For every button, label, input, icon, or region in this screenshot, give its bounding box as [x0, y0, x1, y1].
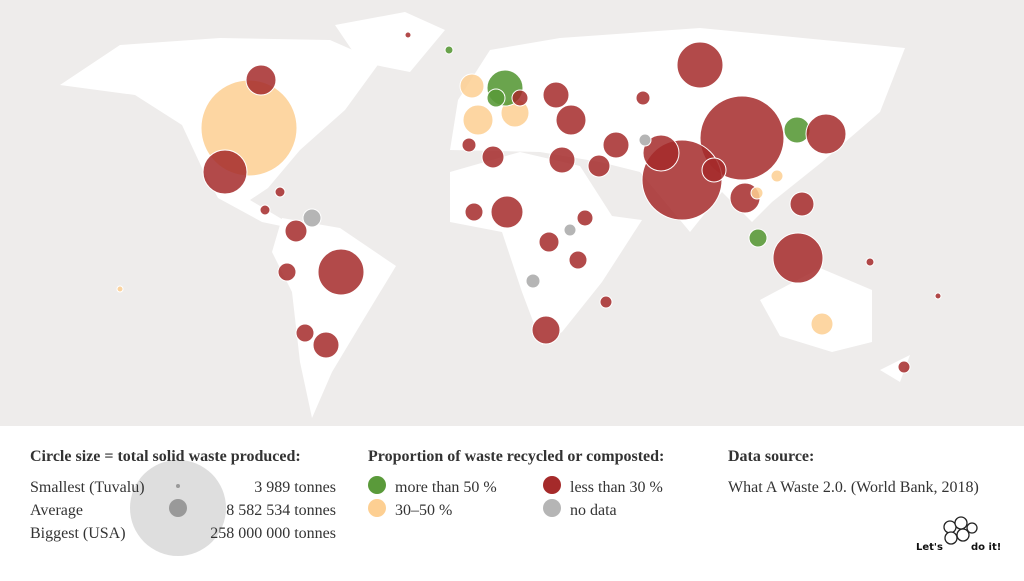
bubbles [116, 31, 942, 374]
legend-value: 3 989 tonnes [254, 479, 336, 496]
legend-value: 8 582 534 tonnes [226, 502, 336, 519]
legend-circle-average [169, 499, 187, 517]
logo-text: do it! [971, 542, 1001, 553]
legend-value: 258 000 000 tonnes [210, 525, 336, 542]
legend-label: Average [30, 502, 83, 519]
color-legend: Proportion of waste recycled or composte… [368, 448, 664, 519]
legend-swatch [543, 499, 561, 517]
legend-circle-smallest [176, 484, 180, 488]
legend-label: less than 30 % [570, 479, 663, 496]
legend-swatch [368, 499, 386, 517]
legend-label: more than 50 % [395, 479, 497, 496]
logo: Let's do it! [916, 516, 1001, 553]
legend-title: Proportion of waste recycled or composte… [368, 448, 664, 465]
legend-label: Biggest (USA) [30, 525, 126, 542]
legend-swatch [368, 476, 386, 494]
size-legend: Circle size = total solid waste produced… [30, 448, 336, 556]
legend-swatch [543, 476, 561, 494]
legend-label: Smallest (Tuvalu) [30, 479, 145, 496]
source-text: What A Waste 2.0. (World Bank, 2018) [728, 479, 979, 496]
source: Data source: What A Waste 2.0. (World Ba… [728, 448, 979, 496]
source-title: Data source: [728, 448, 814, 465]
logo-text: Let's [916, 542, 943, 553]
legend-label: 30–50 % [395, 502, 452, 519]
legend-title: Circle size = total solid waste produced… [30, 448, 301, 465]
legend-label: no data [570, 502, 617, 519]
